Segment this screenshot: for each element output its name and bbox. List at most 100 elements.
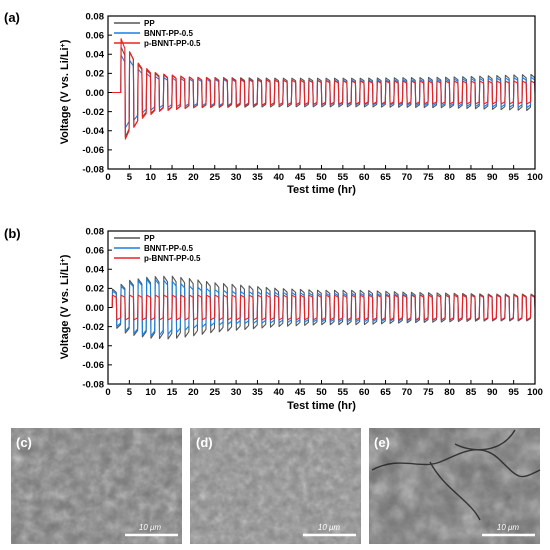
x-tick-label: 15 bbox=[167, 387, 178, 398]
x-axis-title-a: Test time (hr) bbox=[287, 184, 356, 196]
scale-text-e: 10 μm bbox=[497, 523, 520, 532]
x-tick-label: 85 bbox=[466, 172, 477, 183]
x-tick-label: 100 bbox=[527, 172, 543, 183]
y-tick-label: 0.06 bbox=[86, 30, 105, 41]
x-tick-label: 35 bbox=[252, 387, 263, 398]
y-axis-title-a: Voltage (V vs. Li/Li+) bbox=[59, 39, 71, 144]
x-tick-label: 80 bbox=[444, 172, 455, 183]
series-line-b-2 bbox=[108, 294, 535, 321]
x-tick-label: 20 bbox=[188, 387, 199, 398]
legend-label-a-pbnnt: p-BNNT-PP-0.5 bbox=[144, 39, 201, 48]
y-tick-label: 0.00 bbox=[86, 303, 105, 314]
x-tick-label: 5 bbox=[127, 172, 133, 183]
legend-a: PP BNNT-PP-0.5 p-BNNT-PP-0.5 bbox=[114, 19, 201, 48]
y-tick-label: 0.02 bbox=[86, 284, 105, 295]
sem-image-d: (d) 10 μm bbox=[190, 428, 361, 544]
y-axis-title-b: Voltage (V vs. Li/Li+) bbox=[59, 254, 71, 359]
x-tick-label: 45 bbox=[295, 172, 306, 183]
legend-label-a-pp: PP bbox=[144, 19, 155, 28]
x-tick-label: 10 bbox=[145, 387, 156, 398]
sem-image-e-cracks bbox=[371, 429, 541, 521]
scale-text-d: 10 μm bbox=[318, 523, 341, 532]
x-tick-label: 85 bbox=[466, 387, 477, 398]
x-tick-label: 70 bbox=[402, 172, 413, 183]
x-tick-label: 90 bbox=[487, 172, 498, 183]
series-group-a bbox=[108, 38, 535, 140]
sem-image-c: (c) 10 μm bbox=[11, 428, 182, 544]
y-tick-label: 0.00 bbox=[86, 88, 105, 99]
y-tick-label: 0.08 bbox=[86, 11, 105, 22]
y-tick-label: -0.02 bbox=[82, 322, 104, 333]
x-tick-label: 35 bbox=[252, 172, 263, 183]
y-tick-label: -0.02 bbox=[82, 107, 104, 118]
x-tick-label: 95 bbox=[508, 387, 519, 398]
x-tick-label: 90 bbox=[487, 387, 498, 398]
y-tick-label: -0.04 bbox=[82, 341, 104, 352]
x-tick-label: 55 bbox=[338, 387, 349, 398]
y-tick-label: 0.04 bbox=[86, 50, 105, 61]
x-tick-label: 15 bbox=[167, 172, 178, 183]
series-group-b bbox=[108, 275, 535, 340]
sem-image-d-texture bbox=[190, 428, 361, 544]
x-tick-label: 65 bbox=[380, 172, 391, 183]
x-tick-label: 70 bbox=[402, 387, 413, 398]
y-axis-title-a-close: ) bbox=[59, 39, 71, 43]
x-tick-label: 75 bbox=[423, 387, 434, 398]
x-tick-label: 55 bbox=[338, 172, 349, 183]
sem-label-e: (e) bbox=[374, 435, 390, 450]
y-tick-label: -0.04 bbox=[82, 126, 104, 137]
panel-label-a: (a) bbox=[4, 10, 20, 25]
legend-label-b-pbnnt: p-BNNT-PP-0.5 bbox=[144, 254, 201, 263]
x-tick-label: 5 bbox=[127, 387, 133, 398]
sem-label-d: (d) bbox=[196, 435, 213, 450]
y-tick-label: 0.08 bbox=[86, 226, 105, 237]
x-axis-title-b: Test time (hr) bbox=[287, 400, 356, 412]
y-axis-title-b-close: ) bbox=[59, 254, 71, 258]
x-tick-label: 20 bbox=[188, 172, 199, 183]
x-tick-label: 50 bbox=[316, 387, 327, 398]
y-tick-label: -0.08 bbox=[82, 164, 104, 175]
legend-label-b-pp: PP bbox=[144, 234, 155, 243]
x-tick-label: 25 bbox=[209, 387, 220, 398]
x-tick-label: 40 bbox=[274, 387, 285, 398]
x-ticks-a: 0 5 10 15 20 25 30 35 40 45 50 55 60 65 70 75 80 85 90 95 10… bbox=[105, 165, 543, 183]
x-tick-label: 0 bbox=[105, 172, 110, 183]
x-tick-label: 100 bbox=[527, 387, 543, 398]
legend-b: PP BNNT-PP-0.5 p-BNNT-PP-0.5 bbox=[114, 234, 201, 263]
x-tick-label: 30 bbox=[231, 387, 242, 398]
y-tick-label: 0.02 bbox=[86, 69, 105, 80]
y-axis-title-a-sup: + bbox=[60, 43, 67, 47]
sem-label-c: (c) bbox=[16, 435, 32, 450]
x-tick-label: 80 bbox=[444, 387, 455, 398]
panel-label-b: (b) bbox=[4, 226, 21, 241]
series-line-a-2 bbox=[108, 38, 535, 140]
x-tick-label: 60 bbox=[359, 172, 370, 183]
x-tick-label: 0 bbox=[105, 387, 110, 398]
x-tick-label: 40 bbox=[274, 172, 285, 183]
y-tick-label: 0.04 bbox=[86, 265, 105, 276]
x-tick-label: 45 bbox=[295, 387, 306, 398]
y-ticks-a: 0.08 0.06 0.04 0.02 0.00 -0.02 -0.04 -0.06 -0.08 bbox=[82, 11, 112, 175]
x-tick-label: 30 bbox=[231, 172, 242, 183]
y-tick-label: -0.06 bbox=[82, 145, 104, 156]
y-axis-title-b-sup: + bbox=[60, 258, 67, 262]
y-tick-label: 0.06 bbox=[86, 245, 105, 256]
x-tick-label: 10 bbox=[145, 172, 156, 183]
x-tick-label: 25 bbox=[209, 172, 220, 183]
x-tick-label: 65 bbox=[380, 387, 391, 398]
sem-image-e-texture bbox=[369, 428, 540, 544]
chart-a: (a) 0.08 0.06 0.04 0.02 0.00 -0.02 -0.04 -0.06 -… bbox=[4, 10, 543, 196]
sem-image-e: (e) 10 μm bbox=[369, 428, 541, 544]
y-tick-label: -0.06 bbox=[82, 360, 104, 371]
x-tick-label: 60 bbox=[359, 387, 370, 398]
y-axis-title-b-main: Voltage (V vs. Li/Li bbox=[59, 262, 71, 359]
x-tick-label: 50 bbox=[316, 172, 327, 183]
y-tick-label: -0.08 bbox=[82, 379, 104, 390]
x-tick-label: 95 bbox=[508, 172, 519, 183]
chart-b: (b) 0.08 0.06 0.04 0.02 0.00 -0.02 -0.04 -0.06 -… bbox=[4, 226, 543, 412]
x-ticks-b: 0 5 10 15 20 25 30 35 40 45 50 55 60 65 70 75 80 85 90 95 10… bbox=[105, 380, 543, 398]
scale-text-c: 10 μm bbox=[139, 523, 162, 532]
y-axis-title-a-main: Voltage (V vs. Li/Li bbox=[59, 47, 71, 144]
y-ticks-b: 0.08 0.06 0.04 0.02 0.00 -0.02 -0.04 -0.06 -0.08 bbox=[82, 226, 112, 390]
